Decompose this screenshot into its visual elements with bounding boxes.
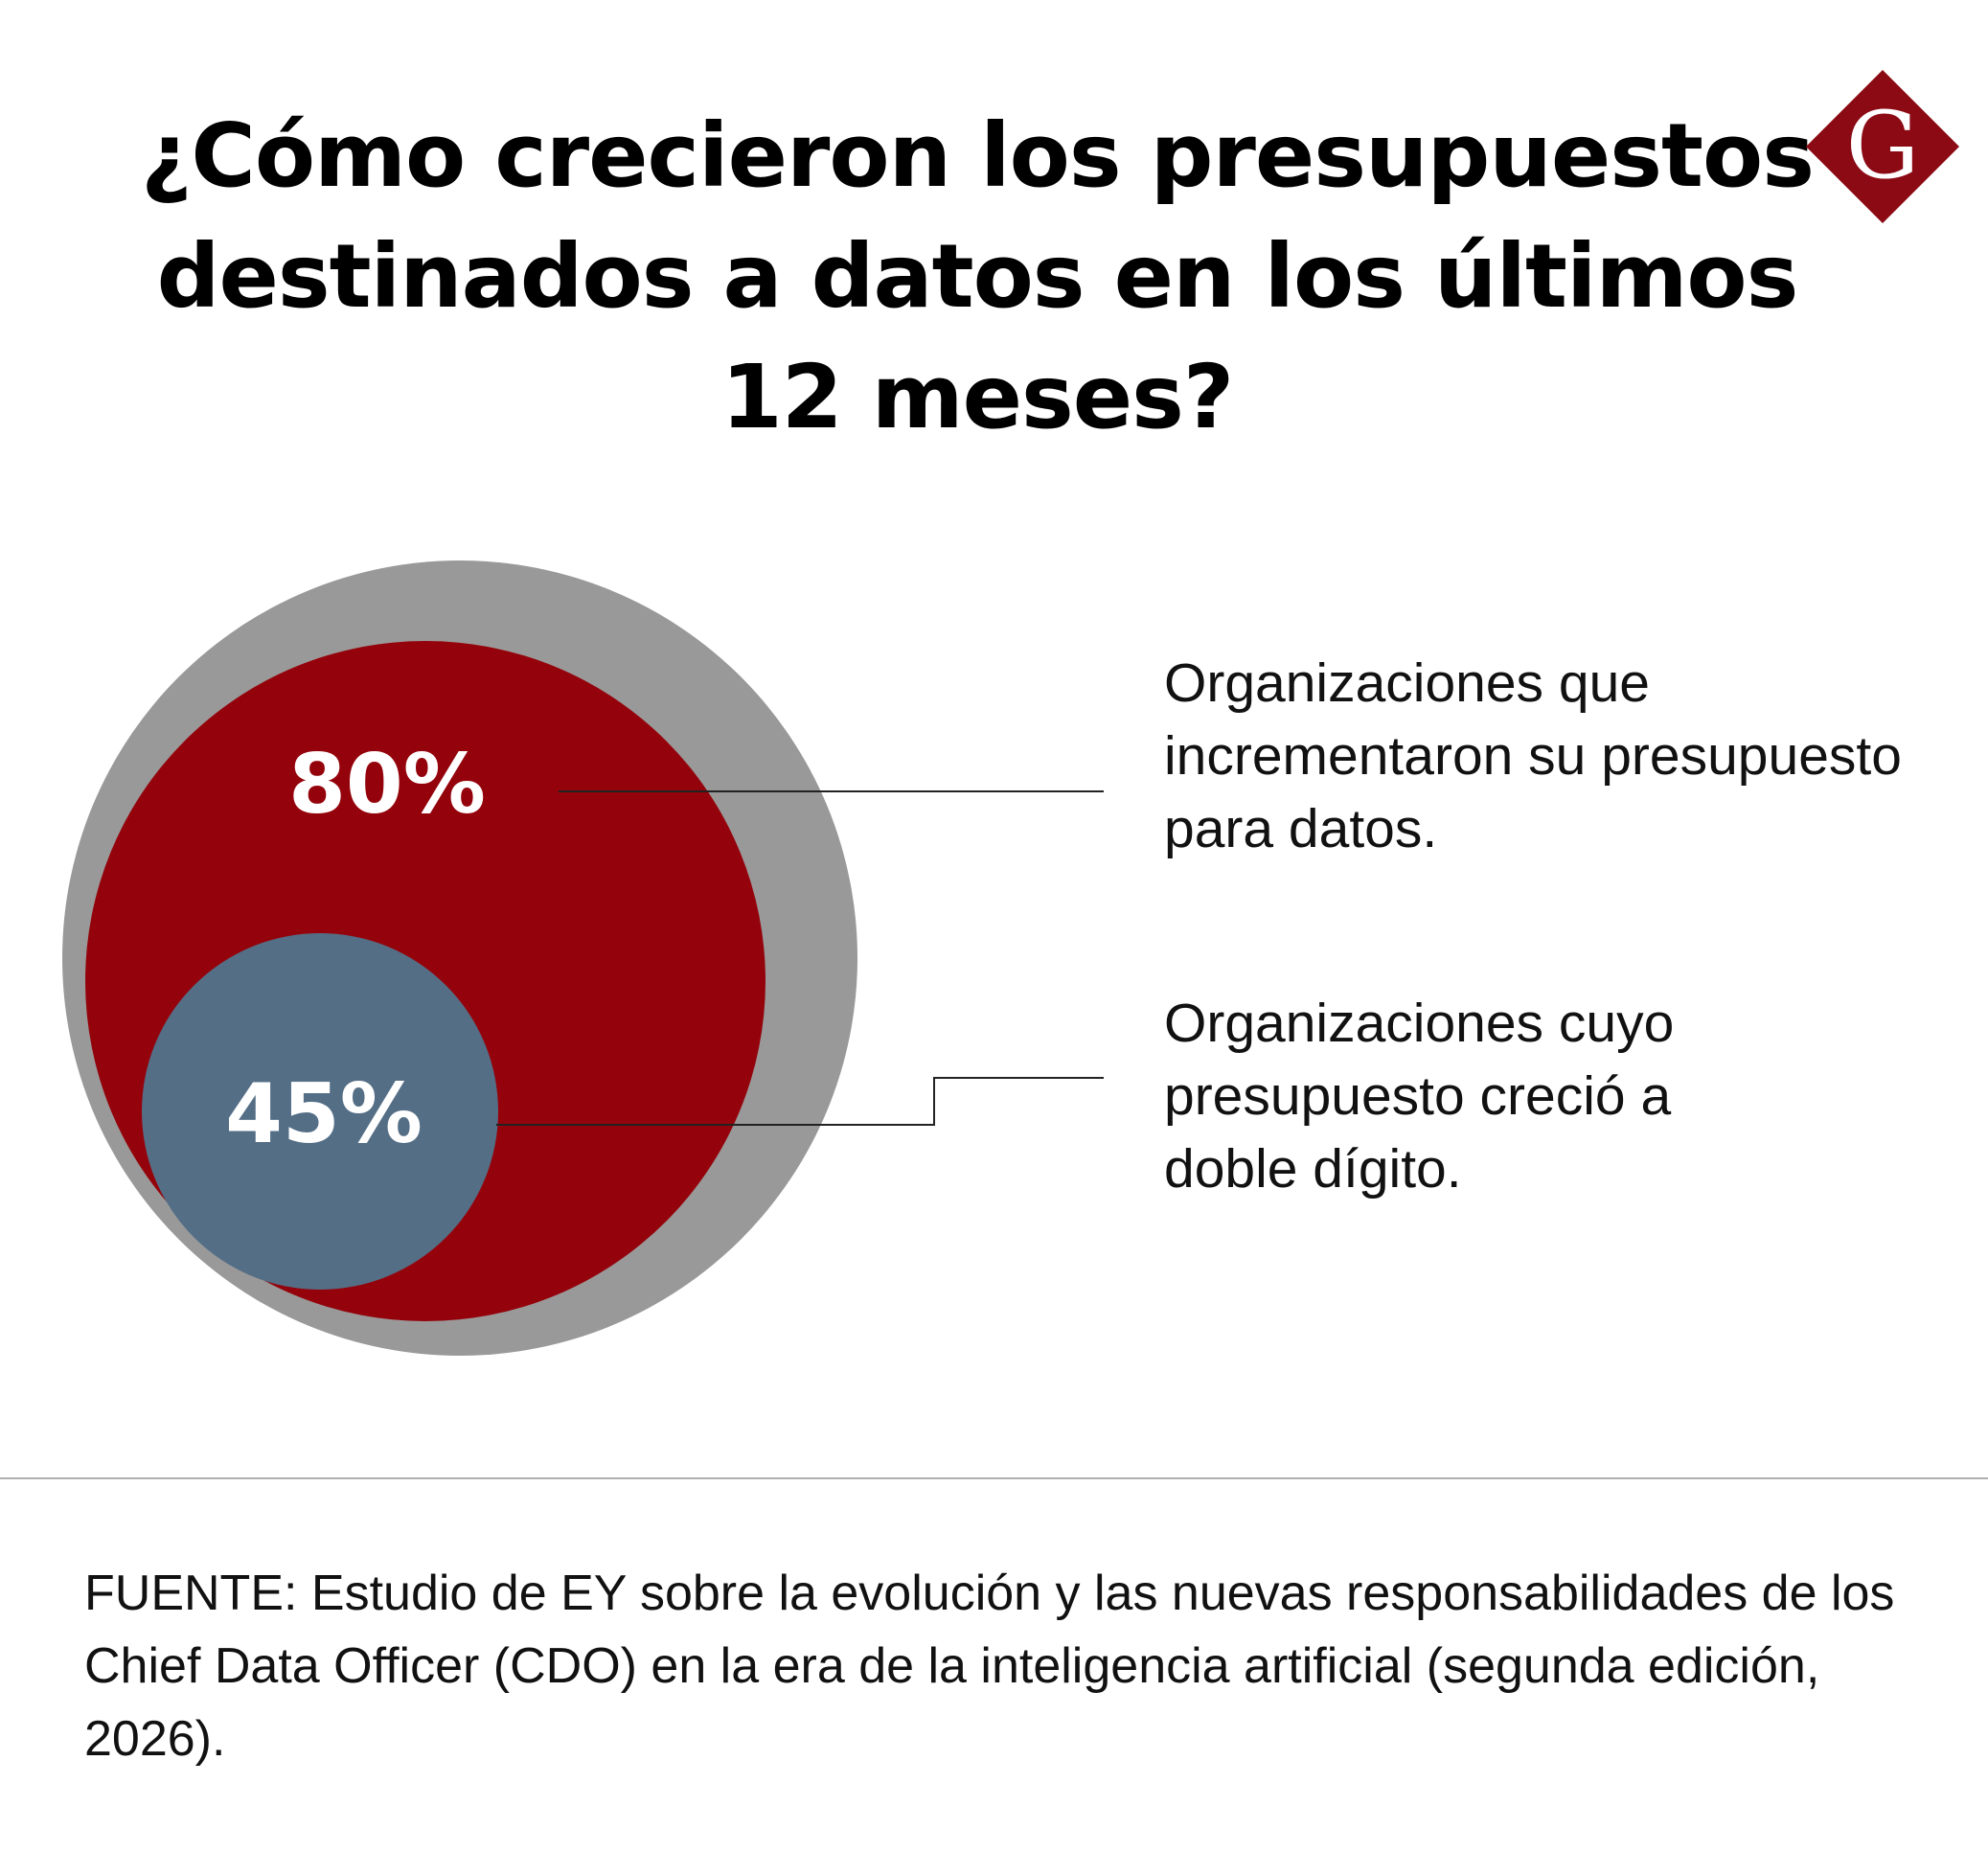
chart-title: ¿Cómo crecieron los presupuestos destina… [141,104,1815,448]
value-label-80: 80% [288,737,486,833]
divider [0,1477,1988,1479]
circle-45-percent [142,933,498,1290]
value-label-45: 45% [225,1066,423,1162]
brand-logo: G [1806,70,1959,223]
leader-line-45 [496,1077,1104,1126]
legend-label-45: Organizaciones cuyo presupuesto creció a… [1164,993,1675,1200]
nested-circle-chart: 80% 45% [62,560,1104,1356]
source-note: FUENTE: Estudio de EY sobre la evolución… [84,1566,1895,1767]
logo-diamond [1806,70,1959,223]
logo-letter: G [1846,92,1920,199]
legend-label-80: Organizaciones que incrementaron su pres… [1164,652,1902,859]
